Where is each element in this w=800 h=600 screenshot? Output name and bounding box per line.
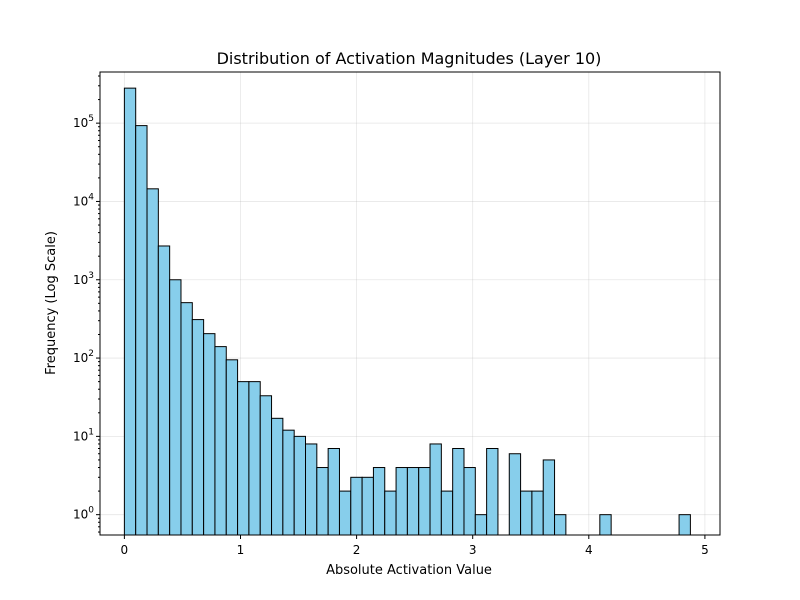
histogram-bar xyxy=(542,459,556,536)
histogram-bar xyxy=(157,245,171,536)
y-tick-label: 103 xyxy=(73,271,94,287)
y-tick-label: 100 xyxy=(73,506,94,522)
histogram-bar xyxy=(203,333,216,536)
histogram-bar xyxy=(191,319,205,536)
histogram-bar xyxy=(271,417,284,536)
y-tick-label: 105 xyxy=(73,114,94,130)
histogram-bar xyxy=(123,87,137,536)
histogram-bar xyxy=(452,447,465,536)
histogram-bar xyxy=(350,476,363,536)
histogram-bar xyxy=(146,188,159,536)
histogram-bar xyxy=(327,447,340,536)
histogram-bar xyxy=(384,490,397,536)
histogram-bar xyxy=(237,381,250,536)
y-tick-label: 102 xyxy=(73,349,94,365)
histogram-bar xyxy=(395,467,408,536)
x-axis-ticks: 0 1 2 3 4 5 xyxy=(121,535,709,557)
histogram-bar xyxy=(554,514,567,536)
histogram-bar xyxy=(361,476,374,536)
chart-title: Distribution of Activation Magnitudes (L… xyxy=(217,49,602,68)
histogram-bar xyxy=(225,359,239,536)
x-axis-label: Absolute Activation Value xyxy=(326,563,492,578)
histogram-bar xyxy=(305,443,318,536)
histogram-bar xyxy=(406,467,420,536)
histogram-bar xyxy=(214,346,227,536)
x-tick-label: 0 xyxy=(121,543,129,557)
histogram-bar xyxy=(338,490,352,536)
y-axis-label: Frequency (Log Scale) xyxy=(44,231,59,375)
histogram-bar xyxy=(463,467,476,536)
bars xyxy=(123,87,691,536)
histogram-bar xyxy=(678,514,691,536)
y-axis-ticks: 100 101 102 103 104 105 xyxy=(73,75,100,533)
histogram-bar xyxy=(429,443,442,536)
x-tick-label: 3 xyxy=(469,543,477,557)
histogram-bar xyxy=(508,453,522,536)
histogram-bar xyxy=(474,514,488,536)
histogram-bar xyxy=(180,302,193,536)
y-tick-label: 104 xyxy=(73,192,94,208)
histogram-bar xyxy=(293,435,307,536)
y-tick-label: 101 xyxy=(73,427,94,443)
x-tick-label: 1 xyxy=(237,543,245,557)
histogram-bar xyxy=(440,490,454,536)
histogram-bar xyxy=(531,490,544,536)
histogram-bar xyxy=(486,447,499,536)
histogram-bar xyxy=(372,467,386,536)
histogram-bar xyxy=(520,490,533,536)
histogram-bar xyxy=(282,429,295,536)
x-tick-label: 5 xyxy=(701,543,709,557)
x-tick-label: 4 xyxy=(585,543,593,557)
histogram-bar xyxy=(316,467,329,536)
histogram-bar xyxy=(248,381,261,536)
x-tick-label: 2 xyxy=(353,543,361,557)
histogram-bar xyxy=(599,514,612,536)
histogram-bar xyxy=(135,125,148,536)
histogram-bar xyxy=(418,467,431,536)
histogram-bar xyxy=(169,279,182,536)
histogram-bar xyxy=(259,395,273,536)
